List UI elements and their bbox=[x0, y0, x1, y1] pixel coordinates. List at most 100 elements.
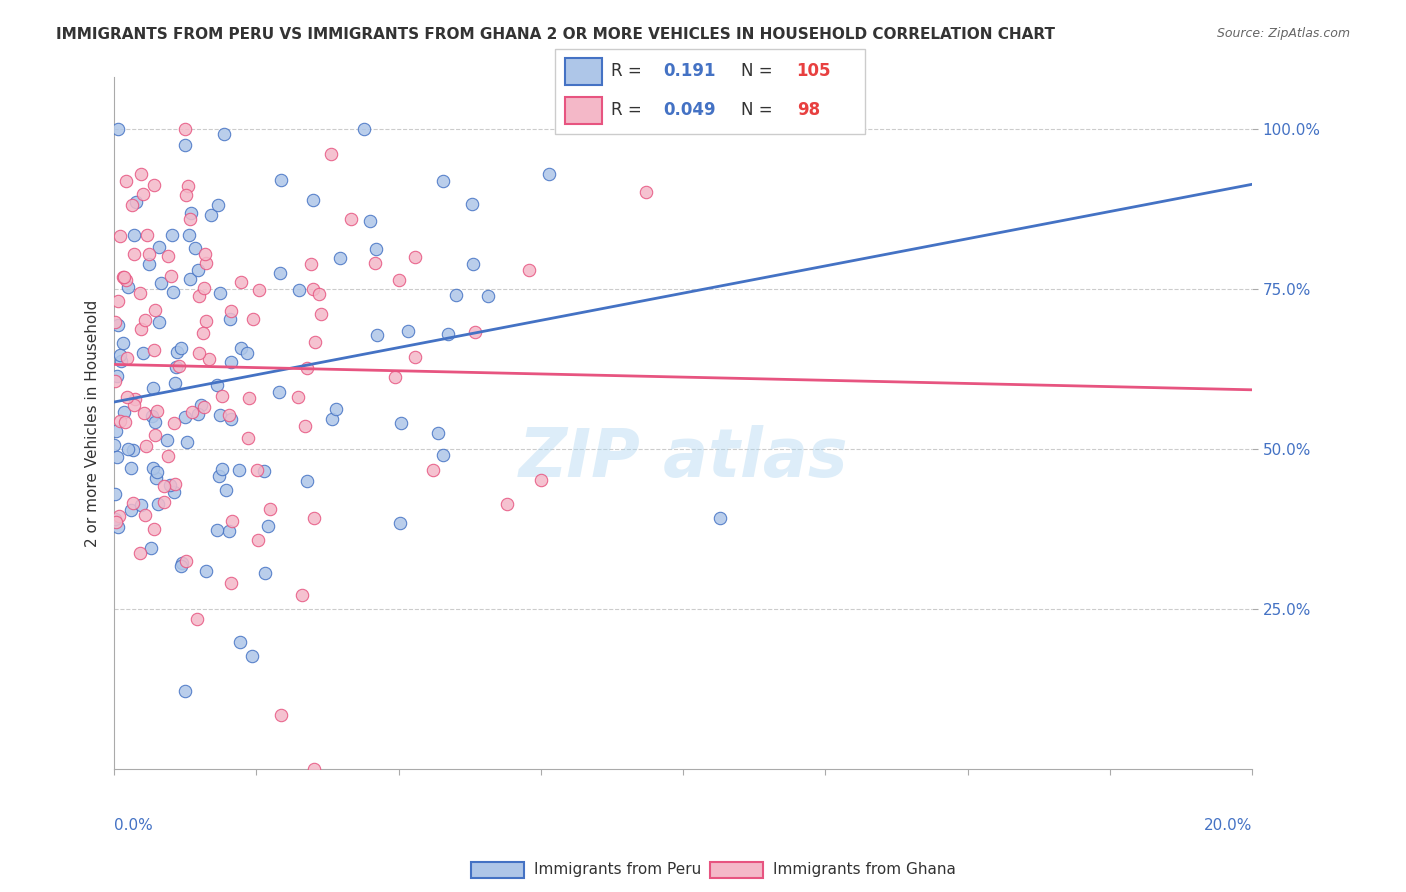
Point bbox=[142, 178, 165, 193]
Point bbox=[194, 314, 217, 328]
Point bbox=[209, 285, 232, 300]
Point bbox=[107, 318, 129, 332]
Point bbox=[432, 448, 454, 462]
Point bbox=[108, 229, 131, 244]
Point bbox=[134, 312, 156, 326]
Point bbox=[159, 478, 181, 492]
Point bbox=[139, 541, 162, 555]
Text: N =: N = bbox=[741, 62, 772, 80]
Point bbox=[186, 612, 208, 626]
Point bbox=[463, 257, 485, 271]
Point bbox=[259, 501, 281, 516]
Point bbox=[422, 463, 444, 477]
Point bbox=[238, 391, 260, 405]
Point bbox=[302, 511, 325, 525]
Text: 0.0%: 0.0% bbox=[114, 818, 153, 833]
Point bbox=[173, 683, 195, 698]
Point bbox=[107, 520, 129, 534]
Point bbox=[195, 256, 218, 270]
Point bbox=[229, 634, 252, 648]
Point bbox=[218, 524, 240, 538]
Point bbox=[103, 512, 125, 526]
Point bbox=[105, 515, 128, 529]
Point bbox=[287, 390, 309, 404]
Point bbox=[404, 250, 426, 264]
Point bbox=[187, 346, 209, 360]
Point bbox=[122, 496, 145, 510]
Point bbox=[162, 485, 184, 500]
Point bbox=[242, 311, 264, 326]
Point bbox=[134, 508, 156, 522]
Point bbox=[270, 707, 292, 722]
Point bbox=[142, 343, 165, 357]
Point bbox=[129, 498, 152, 512]
Point bbox=[218, 408, 240, 422]
Point bbox=[180, 206, 202, 220]
Point bbox=[122, 442, 145, 457]
Point bbox=[149, 276, 172, 290]
Point bbox=[117, 442, 139, 456]
Point bbox=[187, 288, 209, 302]
Point bbox=[359, 214, 381, 228]
Point bbox=[246, 463, 269, 477]
Point bbox=[112, 404, 135, 418]
Point bbox=[384, 370, 406, 384]
Point bbox=[321, 146, 343, 161]
Point bbox=[200, 208, 222, 222]
Point bbox=[477, 289, 499, 303]
Point bbox=[519, 262, 541, 277]
Point bbox=[391, 416, 413, 430]
Point bbox=[104, 424, 127, 438]
Text: 20.0%: 20.0% bbox=[1204, 818, 1253, 833]
FancyBboxPatch shape bbox=[565, 96, 602, 124]
Point bbox=[209, 408, 232, 422]
Point bbox=[256, 519, 278, 533]
Text: Immigrants from Ghana: Immigrants from Ghana bbox=[773, 863, 956, 877]
Point bbox=[302, 282, 325, 296]
Point bbox=[115, 390, 138, 404]
Point bbox=[136, 228, 159, 243]
Point bbox=[218, 312, 240, 326]
Point bbox=[301, 193, 323, 207]
Point bbox=[174, 121, 197, 136]
Point bbox=[291, 588, 314, 602]
Text: 98: 98 bbox=[797, 101, 820, 119]
Point bbox=[211, 389, 233, 403]
Text: 0.049: 0.049 bbox=[664, 101, 716, 119]
Point bbox=[388, 516, 411, 530]
Point bbox=[105, 450, 128, 465]
Point bbox=[120, 461, 142, 475]
Y-axis label: 2 or more Vehicles in Household: 2 or more Vehicles in Household bbox=[86, 300, 100, 547]
Point bbox=[143, 415, 166, 429]
Point bbox=[138, 247, 160, 261]
Point bbox=[321, 411, 343, 425]
Point bbox=[129, 322, 152, 336]
Point bbox=[212, 127, 235, 141]
Point bbox=[194, 246, 217, 260]
Point bbox=[120, 503, 142, 517]
Point bbox=[193, 400, 215, 414]
Text: R =: R = bbox=[612, 62, 641, 80]
Point bbox=[129, 546, 152, 560]
Point bbox=[388, 273, 411, 287]
Point bbox=[269, 266, 291, 280]
Point bbox=[121, 197, 143, 211]
Point bbox=[228, 462, 250, 476]
Point bbox=[134, 406, 156, 420]
Point bbox=[176, 434, 198, 449]
Point bbox=[131, 187, 153, 202]
Point bbox=[270, 173, 292, 187]
Point bbox=[236, 431, 259, 445]
Point bbox=[193, 281, 215, 295]
Point bbox=[114, 174, 136, 188]
Point bbox=[108, 413, 131, 427]
Point bbox=[163, 477, 186, 491]
Point bbox=[170, 341, 193, 355]
Point bbox=[364, 256, 387, 270]
Point bbox=[194, 564, 217, 578]
Point bbox=[288, 283, 311, 297]
Point bbox=[329, 251, 352, 265]
Point bbox=[148, 240, 170, 254]
Point bbox=[177, 228, 200, 243]
Point bbox=[464, 325, 486, 339]
